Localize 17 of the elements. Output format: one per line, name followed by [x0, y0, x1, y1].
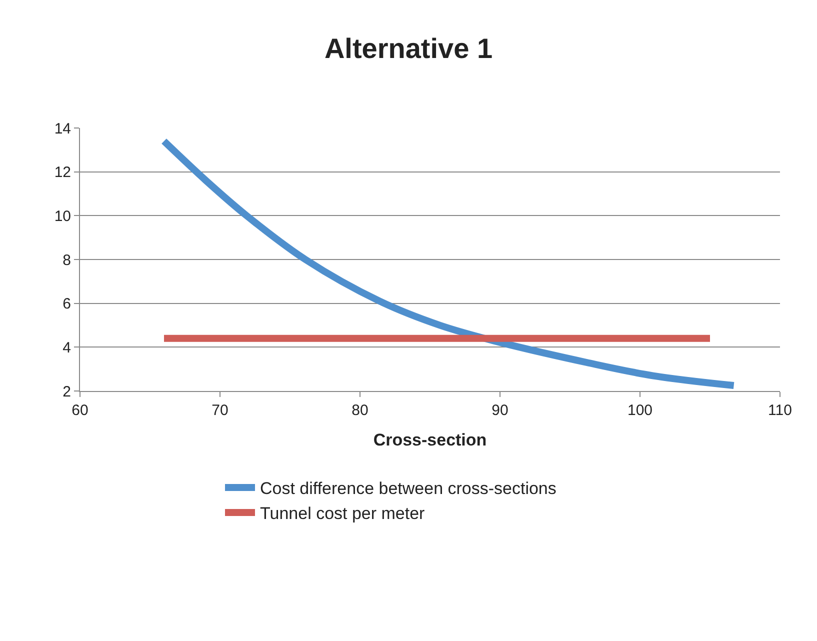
x-axis-title: Cross-section — [373, 430, 487, 450]
chart-title: Alternative 1 — [324, 33, 493, 64]
legend-label: Tunnel cost per meter — [260, 504, 426, 524]
y-tick-label: 6 — [62, 296, 71, 313]
y-tick-label: 8 — [62, 252, 71, 269]
y-tick-label: 4 — [62, 339, 71, 356]
x-tick-label: 110 — [768, 402, 792, 419]
y-tick-label: 2 — [62, 383, 71, 400]
x-tick-label: 80 — [352, 402, 368, 419]
legend-label: Cost difference between cross-sections — [260, 479, 556, 498]
y-tick-label: 14 — [54, 120, 71, 138]
x-tick-label: 60 — [72, 402, 88, 419]
x-tick-label: 70 — [212, 402, 228, 419]
x-tick-label: 90 — [492, 402, 508, 419]
y-tick-label: 10 — [54, 208, 71, 225]
x-tick-label: 100 — [627, 402, 653, 419]
y-tick-label: 12 — [54, 164, 71, 182]
